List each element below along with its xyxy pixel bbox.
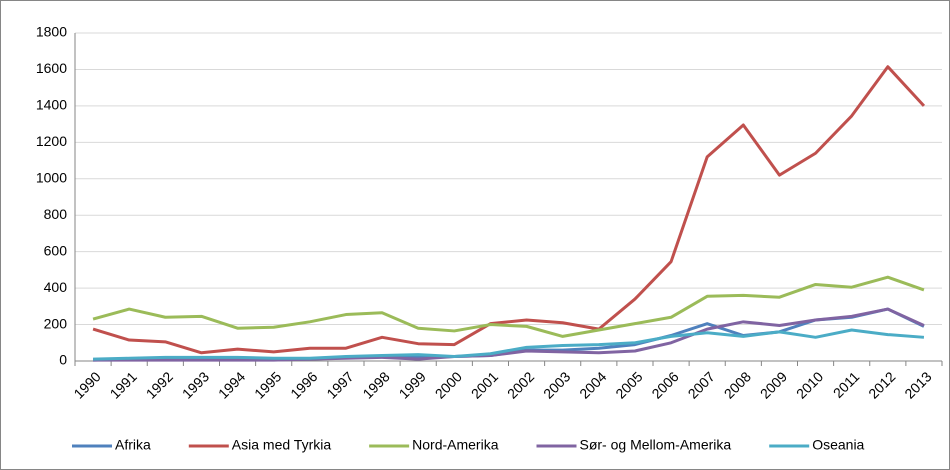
legend-label: Asia med Tyrkia	[232, 437, 332, 453]
y-tick-label: 1200	[36, 133, 67, 149]
legend-label: Nord-Amerika	[412, 437, 499, 453]
y-tick-label: 0	[59, 352, 67, 368]
legend-label: Afrika	[115, 437, 151, 453]
y-tick-label: 1400	[36, 97, 67, 113]
y-tick-label: 1800	[36, 24, 67, 40]
y-tick-label: 400	[44, 279, 68, 295]
series-line	[93, 328, 925, 361]
series-line	[92, 65, 926, 355]
y-tick-label: 800	[44, 206, 68, 222]
y-tick-label: 1000	[36, 169, 67, 185]
y-tick-label: 200	[44, 315, 68, 331]
legend-label: Sør- og Mellom-Amerika	[580, 437, 732, 453]
series-line	[93, 307, 925, 362]
series-line	[92, 275, 925, 338]
legend-label: Oseania	[812, 437, 864, 453]
y-tick-label: 600	[44, 242, 68, 258]
y-tick-label: 1600	[36, 60, 67, 76]
